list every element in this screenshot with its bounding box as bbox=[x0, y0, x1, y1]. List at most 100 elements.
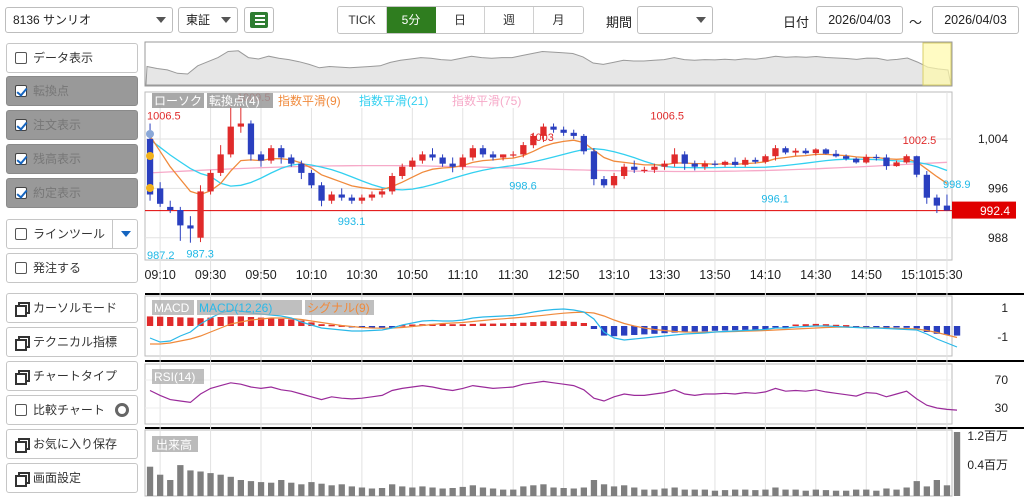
list-icon bbox=[250, 12, 268, 28]
sidebar-item-5[interactable]: ラインツール bbox=[6, 219, 138, 249]
macd-histogram-bar bbox=[197, 318, 204, 326]
macd-histogram-bar bbox=[671, 326, 678, 333]
macd-histogram-bar bbox=[469, 323, 476, 326]
sidebar-item-2[interactable]: 注文表示 bbox=[6, 110, 138, 140]
candle-body bbox=[621, 166, 628, 176]
sidebar-item-4[interactable]: 約定表示 bbox=[6, 178, 138, 208]
x-tick-label: 13:30 bbox=[649, 268, 680, 282]
sidebar-item-label: お気に入り保存 bbox=[33, 437, 118, 451]
sidebar-item-8[interactable]: テクニカル指標 bbox=[6, 327, 138, 357]
volume-bar bbox=[681, 489, 688, 496]
sidebar-item-12[interactable]: 画面設定 bbox=[6, 463, 138, 493]
volume-bar bbox=[933, 480, 940, 496]
volume-bar bbox=[580, 487, 587, 496]
chevron-down-icon bbox=[696, 17, 706, 23]
macd-histogram-bar bbox=[338, 325, 345, 327]
y-tick-label: -1 bbox=[997, 330, 1008, 344]
legend-entry: MACD(12,26) bbox=[199, 301, 272, 315]
period-label: 期間 bbox=[606, 15, 633, 30]
y-tick-label: 1 bbox=[1001, 301, 1008, 315]
x-tick-label: 14:10 bbox=[750, 268, 781, 282]
price-label: 1006.5 bbox=[147, 111, 181, 123]
gear-icon[interactable] bbox=[115, 403, 129, 417]
legend-chip bbox=[152, 436, 198, 452]
sidebar-item-10[interactable]: 比較チャート bbox=[6, 395, 138, 425]
candle-body bbox=[378, 191, 386, 195]
macd-histogram-bar bbox=[378, 326, 386, 328]
macd-histogram-bar bbox=[278, 318, 285, 326]
chevron-down-icon[interactable] bbox=[112, 219, 138, 249]
candle-body bbox=[863, 156, 870, 163]
sidebar-item-7[interactable]: カーソルモード bbox=[6, 293, 138, 323]
y-tick-label: 996 bbox=[988, 181, 1008, 195]
checkbox-icon bbox=[15, 187, 27, 199]
candle-body bbox=[681, 154, 688, 164]
period-tab-1[interactable]: 5分 bbox=[387, 7, 436, 33]
sidebar-item-0[interactable]: データ表示 bbox=[6, 43, 138, 73]
volume-bar bbox=[378, 488, 386, 496]
macd-histogram-bar bbox=[257, 317, 265, 326]
macd-histogram-bar bbox=[409, 324, 416, 326]
legend-entry: RSI(14) bbox=[154, 370, 195, 384]
macd-histogram-bar bbox=[520, 322, 527, 326]
volume-bar bbox=[550, 487, 557, 496]
candle-body bbox=[257, 154, 265, 161]
macd-histogram-bar bbox=[146, 316, 154, 326]
volume-bar bbox=[661, 488, 668, 496]
volume-bar bbox=[207, 473, 214, 496]
symbol-list-button[interactable] bbox=[244, 7, 274, 33]
sidebar-item-1[interactable]: 転換点 bbox=[6, 76, 138, 106]
period-tab-0[interactable]: TICK bbox=[338, 7, 387, 33]
y-tick-label: 1.2百万 bbox=[967, 429, 1008, 443]
candle-body bbox=[167, 206, 174, 210]
period-tab-3[interactable]: 週 bbox=[485, 7, 534, 33]
volume-bar bbox=[732, 489, 739, 496]
volume-bar bbox=[510, 489, 517, 496]
sidebar-item-6[interactable]: 発注する bbox=[6, 253, 138, 283]
checkbox-icon bbox=[15, 153, 27, 165]
market-value: 東証 bbox=[186, 13, 211, 27]
candle-body bbox=[500, 154, 507, 158]
candle-body bbox=[157, 188, 164, 204]
candle-body bbox=[469, 148, 476, 158]
volume-bar bbox=[157, 474, 164, 496]
candle-body bbox=[661, 163, 668, 167]
volume-bar bbox=[530, 485, 537, 496]
symbol-select[interactable]: 8136 サンリオ bbox=[5, 7, 173, 33]
date-to-input[interactable]: 2026/04/03 bbox=[932, 6, 1019, 34]
period-select[interactable] bbox=[637, 6, 713, 34]
volume-pane-frame bbox=[144, 429, 953, 497]
date-from-input[interactable]: 2026/04/03 bbox=[816, 6, 903, 34]
period-tab-4[interactable]: 月 bbox=[534, 7, 583, 33]
signal-line bbox=[150, 311, 958, 345]
volume-bar bbox=[338, 484, 345, 496]
x-tick-label: 12:50 bbox=[548, 268, 579, 282]
sidebar-item-9[interactable]: チャートタイプ bbox=[6, 361, 138, 391]
sidebar-item-label: 転換点 bbox=[33, 84, 70, 98]
macd-histogram-bar bbox=[610, 326, 618, 337]
sidebar-item-11[interactable]: お気に入り保存 bbox=[6, 429, 138, 459]
candle-body bbox=[883, 157, 890, 167]
volume-bar bbox=[399, 486, 406, 496]
legend-chip bbox=[152, 369, 204, 384]
candle-body bbox=[913, 156, 920, 175]
navigator-area bbox=[145, 50, 952, 86]
macd-histogram-bar bbox=[681, 326, 688, 332]
legend-chip bbox=[207, 93, 273, 108]
volume-bar bbox=[742, 489, 749, 496]
x-tick-label: 14:50 bbox=[851, 268, 882, 282]
checkbox-icon bbox=[15, 52, 27, 64]
macd-histogram-bar bbox=[711, 326, 719, 331]
period-tab-2[interactable]: 日 bbox=[436, 7, 485, 33]
x-tick-label: 09:30 bbox=[195, 268, 226, 282]
sidebar-item-label: 残高表示 bbox=[33, 152, 82, 166]
sidebar-item-3[interactable]: 残高表示 bbox=[6, 144, 138, 174]
macd-histogram-bar bbox=[510, 323, 517, 326]
x-tick-label: 14:30 bbox=[800, 268, 831, 282]
volume-bar bbox=[843, 490, 850, 496]
market-select[interactable]: 東証 bbox=[178, 7, 238, 33]
macd-histogram-bar bbox=[439, 323, 446, 326]
candle-body bbox=[459, 157, 466, 167]
order-marker bbox=[146, 152, 154, 160]
